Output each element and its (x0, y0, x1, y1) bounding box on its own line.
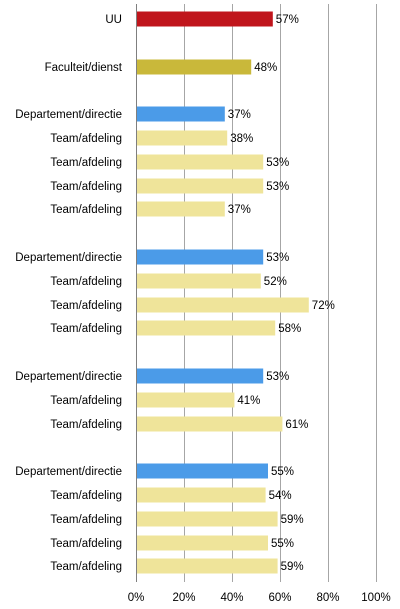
value-label: 37% (228, 109, 251, 121)
value-label: 59% (281, 561, 304, 573)
x-tick-label: 100% (361, 592, 390, 604)
bar (137, 11, 273, 27)
bar (137, 320, 276, 336)
value-label: 53% (266, 252, 289, 264)
bar (137, 463, 268, 479)
bar (137, 487, 266, 503)
bar (137, 273, 261, 289)
category-labels: UU Faculteit/dienst Departement/directie Te… (15, 14, 123, 573)
value-label: 41% (237, 395, 260, 407)
bar (137, 178, 264, 194)
category-label: Team/afdeling (50, 300, 122, 312)
value-label: 52% (264, 276, 287, 288)
value-labels: 57% 48% 37% 38% 53% 53% 37% 53% 52% 72% 58% 53% 41% 6… (228, 14, 335, 573)
bar (137, 416, 283, 432)
category-label: Team/afdeling (50, 133, 122, 145)
value-label: 58% (278, 323, 301, 335)
value-label: 37% (228, 204, 251, 216)
category-label: UU (105, 14, 122, 26)
value-label: 53% (266, 157, 289, 169)
value-label: 48% (254, 62, 277, 74)
category-label: Team/afdeling (50, 181, 122, 193)
category-label: Departement/directie (15, 109, 122, 121)
category-label: Team/afdeling (50, 538, 122, 550)
category-label: Team/afdeling (50, 157, 122, 169)
gridlines (136, 4, 377, 582)
value-label: 57% (276, 14, 299, 26)
bar (137, 558, 278, 574)
x-tick-label: 20% (172, 592, 195, 604)
category-label: Team/afdeling (50, 323, 122, 335)
bar (137, 249, 264, 265)
category-label: Team/afdeling (50, 419, 122, 431)
bars (137, 11, 309, 574)
value-label: 54% (269, 490, 292, 502)
category-label: Team/afdeling (50, 204, 122, 216)
bar (137, 201, 225, 217)
category-label: Departement/directie (15, 371, 122, 383)
category-label: Team/afdeling (50, 276, 122, 288)
bar (137, 535, 268, 551)
bar (137, 154, 264, 170)
value-label: 59% (281, 514, 304, 526)
bar (137, 392, 235, 408)
category-label: Team/afdeling (50, 514, 122, 526)
x-tick-label: 60% (268, 592, 291, 604)
category-label: Departement/directie (15, 252, 122, 264)
bar (137, 59, 252, 75)
value-label: 55% (271, 538, 294, 550)
value-label: 55% (271, 466, 294, 478)
x-tick-label: 0% (128, 592, 145, 604)
x-tick-labels: 0% 20% 40% 60% 80% 100% (128, 592, 391, 604)
bar (137, 130, 228, 146)
category-label: Faculteit/dienst (45, 62, 123, 74)
value-label: 61% (285, 419, 308, 431)
value-label: 38% (230, 133, 253, 145)
value-label: 72% (312, 300, 335, 312)
x-tick-label: 40% (220, 592, 243, 604)
bar (137, 297, 309, 313)
bar (137, 106, 225, 122)
category-label: Team/afdeling (50, 490, 122, 502)
category-label: Team/afdeling (50, 395, 122, 407)
x-tick-label: 80% (316, 592, 339, 604)
bar (137, 368, 264, 384)
category-label: Team/afdeling (50, 561, 122, 573)
category-label: Departement/directie (15, 466, 122, 478)
value-label: 53% (266, 181, 289, 193)
bar (137, 511, 278, 527)
value-label: 53% (266, 371, 289, 383)
